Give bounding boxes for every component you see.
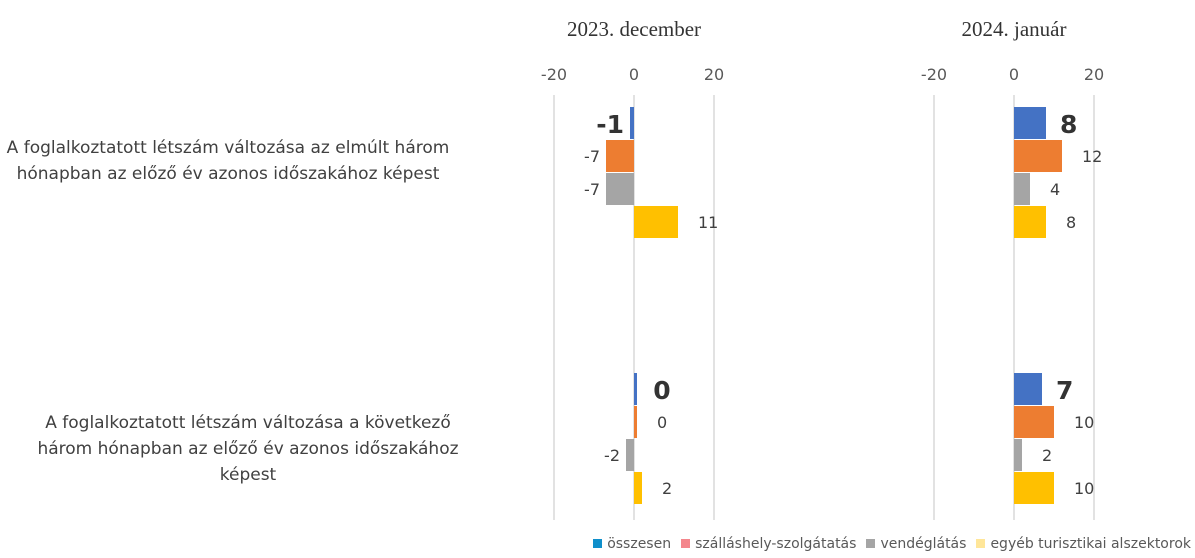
legend-item: összesen	[593, 536, 671, 552]
legend-label: szálláshely-szolgátatás	[695, 536, 857, 552]
legend-label: összesen	[607, 536, 672, 552]
x-tick-label: -20	[921, 65, 947, 84]
data-label: 0	[653, 376, 670, 405]
data-label: 11	[698, 213, 718, 232]
bar-2-2-1	[1014, 373, 1042, 405]
x-tick-label: 0	[1009, 65, 1019, 84]
bar-2-1-3	[1014, 173, 1030, 205]
x-tick-label: 20	[1084, 65, 1104, 84]
data-label: 7	[1056, 376, 1073, 405]
data-label: -7	[584, 147, 600, 166]
data-label: 2	[1042, 446, 1052, 465]
data-label: -1	[596, 110, 624, 139]
category-label-1: A foglalkoztatott létszám változása az e…	[6, 138, 450, 184]
legend-item: egyéb turisztikai alszektorok	[976, 536, 1191, 552]
bar-1-2-4	[634, 472, 642, 504]
bar-1-1-1	[630, 107, 634, 139]
legend-label: egyéb turisztikai alszektorok	[990, 536, 1191, 552]
x-tick-label: 0	[629, 65, 639, 84]
x-tick-label: 20	[704, 65, 724, 84]
bar-1-2-2	[634, 406, 637, 438]
legend-swatch	[976, 539, 986, 548]
panel-title-1: 2023. december	[567, 17, 701, 41]
legend-item: vendéglátás	[866, 536, 966, 552]
bar-2-2-3	[1014, 439, 1022, 471]
bar-1-2-1	[634, 373, 637, 405]
bar-1-1-4	[634, 206, 678, 238]
data-label: -7	[584, 180, 600, 199]
bar-2-1-4	[1014, 206, 1046, 238]
legend-swatch	[681, 539, 691, 548]
data-label: 12	[1082, 147, 1102, 166]
bar-2-2-4	[1014, 472, 1054, 504]
x-tick-label: -20	[541, 65, 567, 84]
bar-1-2-3	[626, 439, 634, 471]
data-label: 10	[1074, 413, 1094, 432]
bar-2-2-2	[1014, 406, 1054, 438]
legend-swatch	[866, 539, 876, 548]
bar-1-1-2	[606, 140, 634, 172]
data-label: 8	[1060, 110, 1077, 139]
legend-label: vendéglátás	[880, 536, 967, 552]
panel-title-2: 2024. január	[962, 17, 1067, 41]
legend: összesen szálláshely-szolgátatás vendéglát…	[583, 536, 1191, 552]
data-label: -2	[604, 446, 620, 465]
category-label-2: A foglalkoztatott létszám változása a kö…	[37, 413, 459, 485]
data-label: 8	[1066, 213, 1076, 232]
data-label: 0	[657, 413, 667, 432]
bar-2-1-2	[1014, 140, 1062, 172]
legend-swatch	[593, 539, 603, 548]
data-label: 10	[1074, 479, 1094, 498]
legend-item: szálláshely-szolgátatás	[681, 536, 856, 552]
data-label: 4	[1050, 180, 1060, 199]
bar-1-1-3	[606, 173, 634, 205]
data-label: 2	[662, 479, 672, 498]
bar-2-1-1	[1014, 107, 1046, 139]
